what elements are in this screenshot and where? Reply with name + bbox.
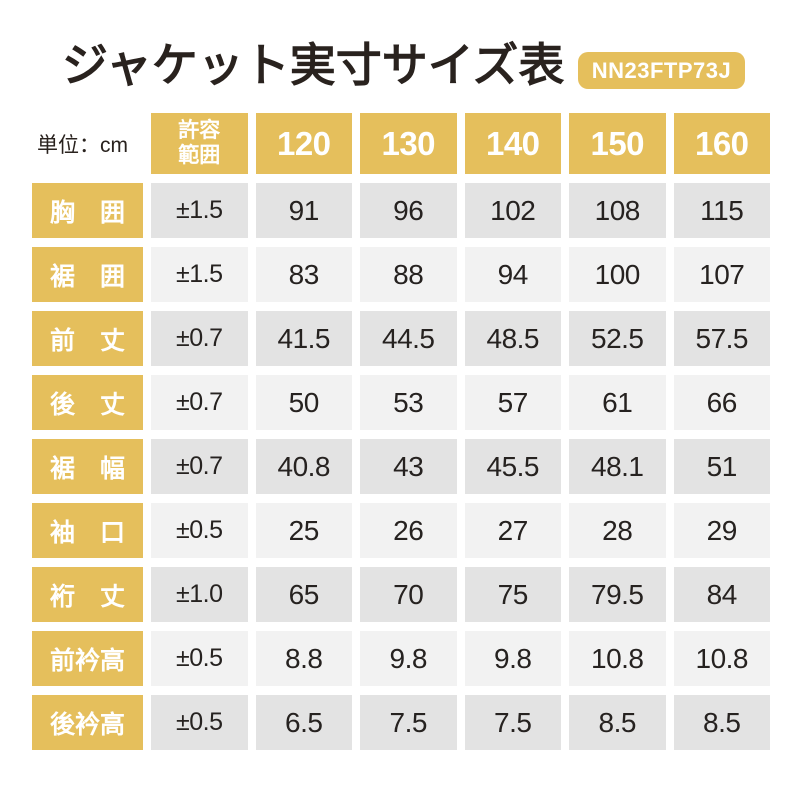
- tolerance-cell-1: ±1.5: [151, 247, 248, 302]
- value-cell-6-3: 79.5: [569, 567, 666, 622]
- value-cell-0-4: 115: [673, 183, 770, 238]
- row-label-cell-3: 後 丈: [32, 375, 143, 430]
- row-label-cell-5: 袖 口: [32, 503, 143, 558]
- value-cell-5-4: 29: [673, 503, 770, 558]
- value-cell-2-3: 52.5: [569, 311, 666, 366]
- value-cell-5-1: 26: [360, 503, 457, 558]
- size-table: 単位：cm 許容 範囲 120 130 140 150 160 胸 囲 ±1.5 91 96 10…: [32, 113, 770, 750]
- header-size-cell-2: 140: [464, 113, 561, 174]
- value-cell-6-4: 84: [673, 567, 770, 622]
- value-cell-7-3: 10.8: [569, 631, 666, 686]
- value-cell-3-3: 61: [569, 375, 666, 430]
- value-cell-6-0: 65: [255, 567, 352, 622]
- value-cell-8-3: 8.5: [569, 695, 666, 750]
- value-cell-7-4: 10.8: [673, 631, 770, 686]
- value-cell-1-1: 88: [360, 247, 457, 302]
- value-cell-5-2: 27: [464, 503, 561, 558]
- value-cell-7-0: 8.8: [255, 631, 352, 686]
- tolerance-cell-3: ±0.7: [151, 375, 248, 430]
- value-cell-2-0: 41.5: [255, 311, 352, 366]
- header-size-cell-1: 130: [360, 113, 457, 174]
- unit-label: 単位：cm: [37, 133, 128, 157]
- header-tolerance-cell: 許容 範囲: [151, 113, 248, 174]
- value-cell-2-4: 57.5: [673, 311, 770, 366]
- row-label-cell-1: 裾 囲: [32, 247, 143, 302]
- value-cell-0-1: 96: [360, 183, 457, 238]
- product-code-text: NN23FTP73J: [591, 57, 732, 83]
- row-label-cell-0: 胸 囲: [32, 183, 143, 238]
- tolerance-header-line1: 許容: [178, 119, 221, 143]
- product-code-badge: NN23FTP73J: [578, 52, 745, 89]
- row-label-cell-7: 前衿高: [32, 631, 143, 686]
- value-cell-4-0: 40.8: [255, 439, 352, 494]
- value-cell-5-3: 28: [569, 503, 666, 558]
- tolerance-cell-5: ±0.5: [151, 503, 248, 558]
- tolerance-cell-0: ±1.5: [151, 183, 248, 238]
- value-cell-2-2: 48.5: [464, 311, 561, 366]
- value-cell-4-3: 48.1: [569, 439, 666, 494]
- value-cell-6-2: 75: [464, 567, 561, 622]
- value-cell-7-1: 9.8: [360, 631, 457, 686]
- value-cell-8-2: 7.5: [464, 695, 561, 750]
- tolerance-cell-6: ±1.0: [151, 567, 248, 622]
- tolerance-cell-7: ±0.5: [151, 631, 248, 686]
- row-label-cell-8: 後衿高: [32, 695, 143, 750]
- value-cell-8-4: 8.5: [673, 695, 770, 750]
- value-cell-0-3: 108: [569, 183, 666, 238]
- tolerance-cell-2: ±0.7: [151, 311, 248, 366]
- row-label-cell-2: 前 丈: [32, 311, 143, 366]
- value-cell-0-0: 91: [255, 183, 352, 238]
- value-cell-4-4: 51: [673, 439, 770, 494]
- header-size-cell-3: 150: [569, 113, 666, 174]
- value-cell-4-2: 45.5: [464, 439, 561, 494]
- value-cell-1-2: 94: [464, 247, 561, 302]
- value-cell-8-0: 6.5: [255, 695, 352, 750]
- header-size-cell-0: 120: [255, 113, 352, 174]
- row-label-cell-4: 裾 幅: [32, 439, 143, 494]
- tolerance-cell-4: ±0.7: [151, 439, 248, 494]
- value-cell-5-0: 25: [255, 503, 352, 558]
- tolerance-header-line2: 範囲: [178, 143, 221, 167]
- value-cell-4-1: 43: [360, 439, 457, 494]
- value-cell-1-4: 107: [673, 247, 770, 302]
- row-label-cell-6: 裄 丈: [32, 567, 143, 622]
- value-cell-2-1: 44.5: [360, 311, 457, 366]
- header-size-cell-4: 160: [673, 113, 770, 174]
- page-title: ジャケット実寸サイズ表: [62, 39, 565, 91]
- value-cell-3-1: 53: [360, 375, 457, 430]
- value-cell-3-0: 50: [255, 375, 352, 430]
- value-cell-3-4: 66: [673, 375, 770, 430]
- value-cell-6-1: 70: [360, 567, 457, 622]
- value-cell-1-3: 100: [569, 247, 666, 302]
- value-cell-0-2: 102: [464, 183, 561, 238]
- value-cell-7-2: 9.8: [464, 631, 561, 686]
- tolerance-cell-8: ±0.5: [151, 695, 248, 750]
- value-cell-1-0: 83: [255, 247, 352, 302]
- value-cell-8-1: 7.5: [360, 695, 457, 750]
- value-cell-3-2: 57: [464, 375, 561, 430]
